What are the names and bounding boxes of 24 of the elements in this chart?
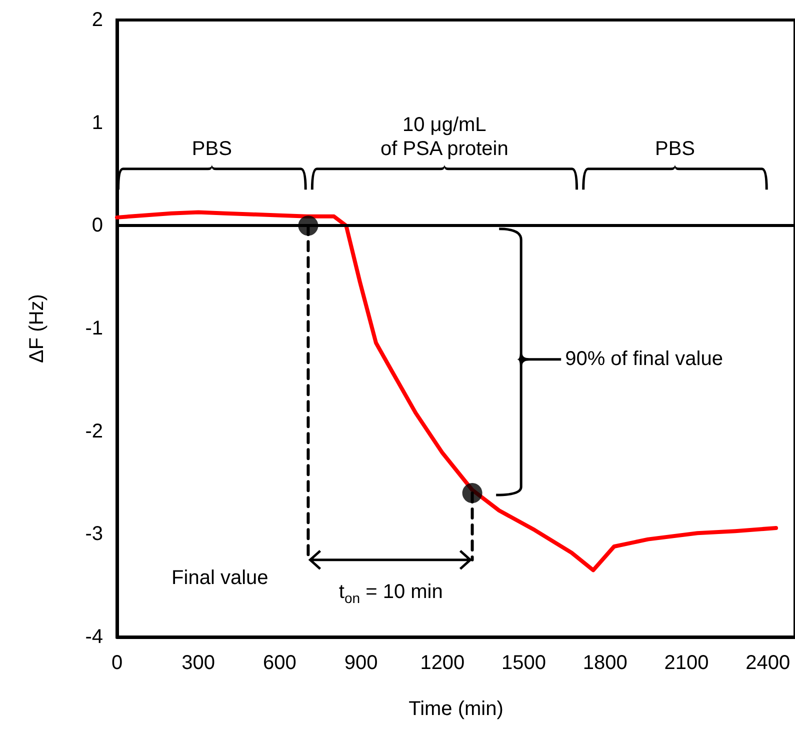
y-tick-label: 2 xyxy=(92,9,103,31)
y-tick-label: -3 xyxy=(85,523,103,546)
annotation: PBS xyxy=(192,136,232,161)
annotation: Final value xyxy=(172,566,268,590)
annotation: PBS xyxy=(654,136,696,161)
y-tick-label: 1 xyxy=(92,112,103,134)
y-tick-label: 0 xyxy=(92,214,103,237)
x-tick-label: 300 xyxy=(182,652,216,674)
x-tick-label: 0 xyxy=(111,652,123,674)
x-tick-label: 900 xyxy=(344,652,378,674)
y-tick-label: -1 xyxy=(85,318,103,340)
annotation: 90% of final value xyxy=(565,347,723,372)
y-axis-title: ΔF (Hz) xyxy=(26,294,48,363)
annotation: t$_{on}$ = 10 min xyxy=(338,580,443,608)
x-tick-label: 600 xyxy=(263,652,296,674)
x-tick-label: 1800 xyxy=(582,652,628,674)
y-tick-label: -4 xyxy=(85,626,103,648)
x-axis-title: Time (min) xyxy=(408,698,504,720)
x-tick-label: 2100 xyxy=(664,652,709,674)
x-tick-label: 2400 xyxy=(746,652,790,674)
x-tick-label: 1200 xyxy=(420,652,465,674)
x-tick-label: 1500 xyxy=(502,652,546,674)
annotation: 10 μg/mL of PSA protein xyxy=(380,112,508,161)
y-tick-label: -2 xyxy=(85,420,103,442)
